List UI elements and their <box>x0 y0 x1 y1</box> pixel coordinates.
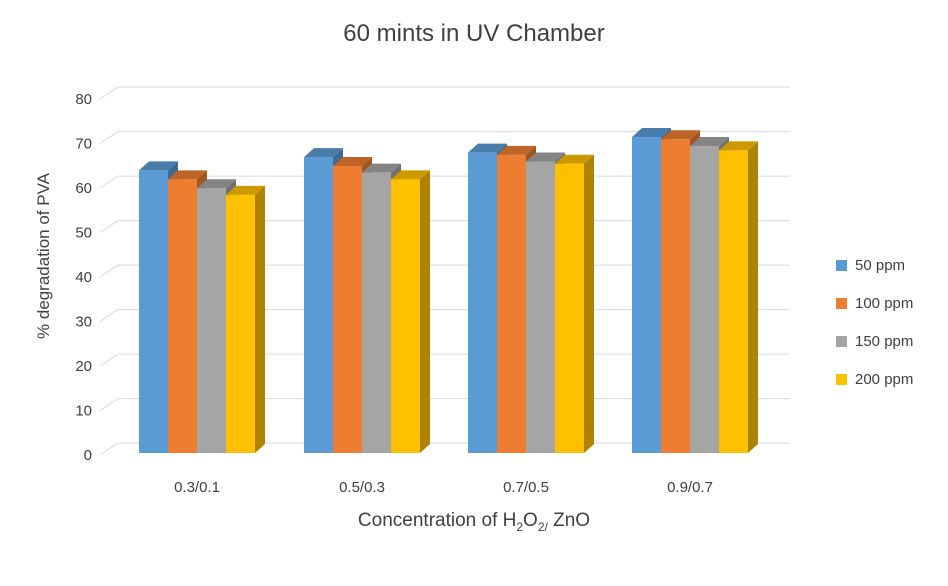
bar-top <box>468 143 507 153</box>
bar-side <box>255 185 265 453</box>
bar <box>139 170 168 454</box>
bar <box>497 154 526 453</box>
bar <box>333 165 362 453</box>
gridline-depth <box>99 220 119 233</box>
bar-top <box>226 185 265 195</box>
bar-top <box>197 179 236 189</box>
gridline-depth <box>99 353 119 367</box>
legend-item: 200 ppm <box>836 369 913 389</box>
y-tick-label: 10 <box>75 403 92 420</box>
legend-label: 100 ppm <box>855 294 914 312</box>
gridline-depth <box>99 131 119 144</box>
bar-top <box>333 156 372 166</box>
legend-item: 150 ppm <box>836 331 913 351</box>
y-tick-label: 40 <box>75 269 92 286</box>
gridline-depth <box>99 264 119 278</box>
y-tick-label: 80 <box>75 91 92 108</box>
bar-top <box>690 136 729 146</box>
bar-top <box>555 154 594 164</box>
x-axis-title-part-1: Concentration of H <box>357 510 517 531</box>
bar-top <box>526 152 565 162</box>
bar-top <box>304 148 343 158</box>
gridline-depth <box>99 442 119 456</box>
bar <box>197 188 226 453</box>
y-tick-label: 50 <box>75 225 92 242</box>
y-tick-label: 30 <box>75 314 92 331</box>
bar-top <box>391 170 430 180</box>
bar <box>690 145 719 453</box>
bar-top <box>719 141 758 151</box>
bar <box>468 152 497 453</box>
gridline-depth <box>99 398 119 411</box>
legend-swatch <box>836 373 847 385</box>
bar-top <box>661 130 700 140</box>
bar <box>226 194 255 453</box>
bar <box>661 139 690 453</box>
x-axis-title-sub-2: 2/ <box>537 519 548 534</box>
gridline-depth <box>99 309 119 322</box>
bar <box>526 161 555 453</box>
y-tick-label: 60 <box>75 180 92 197</box>
bar-top <box>632 128 671 138</box>
legend-swatch <box>836 259 847 271</box>
x-axis-title-sub-1: 2 <box>516 519 524 534</box>
bar <box>304 157 333 453</box>
gridline-depth <box>99 175 119 189</box>
bar <box>632 137 661 454</box>
bar-top <box>168 170 207 180</box>
legend-label: 50 ppm <box>855 256 906 274</box>
bar-side <box>420 170 430 453</box>
bar <box>719 150 748 453</box>
bar <box>555 163 584 453</box>
y-tick-label: 20 <box>75 358 92 375</box>
x-tick-label: 0.7/0.5 <box>503 479 549 496</box>
x-tick-label: 0.3/0.1 <box>174 479 220 496</box>
gridline-depth <box>99 86 119 100</box>
x-axis-title-part-2: O <box>523 510 538 531</box>
chart-title: 60 mints in UV Chamber <box>343 20 605 47</box>
bar-side <box>748 141 758 453</box>
y-axis-title: % degradation of PVA <box>34 173 53 340</box>
x-tick-label: 0.5/0.3 <box>339 479 385 496</box>
legend-item: 50 ppm <box>836 255 913 275</box>
legend-item: 100 ppm <box>836 293 913 313</box>
legend-swatch <box>836 335 847 347</box>
bar-top <box>497 145 536 155</box>
legend-label: 150 ppm <box>855 332 914 350</box>
legend: 50 ppm 100 ppm 150 ppm 200 ppm <box>836 255 913 407</box>
x-tick-label: 0.9/0.7 <box>667 479 713 496</box>
bar-top <box>362 163 401 173</box>
bar-side <box>584 154 594 453</box>
y-tick-label: 0 <box>84 447 92 464</box>
y-tick-label: 70 <box>75 136 92 153</box>
bar <box>391 179 420 453</box>
x-axis-title-part-3: ZnO <box>547 510 591 531</box>
bar-top <box>139 161 178 171</box>
bar <box>362 172 391 453</box>
bar <box>168 179 197 453</box>
legend-label: 200 ppm <box>855 370 914 388</box>
x-axis-title: Concentration of H2O2/ ZnO <box>0 510 948 534</box>
legend-swatch <box>836 297 847 309</box>
